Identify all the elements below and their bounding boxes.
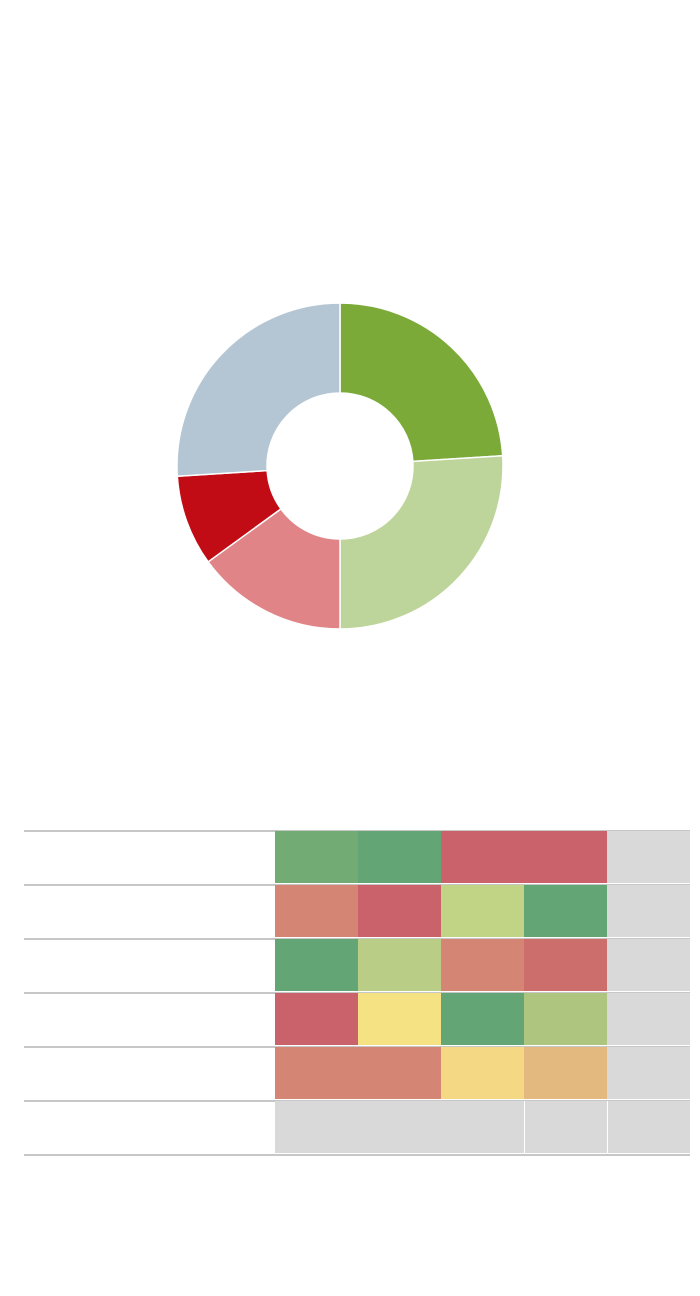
heatmap-cell — [524, 993, 607, 1045]
heatmap-cell — [524, 885, 607, 937]
heatmap-cell — [607, 993, 690, 1045]
table-row — [24, 938, 690, 992]
table-rule — [24, 1154, 690, 1156]
heatmap-cell — [275, 885, 358, 937]
table-row — [24, 992, 690, 1046]
heatmap-cell — [524, 939, 607, 991]
heatmap-cell — [441, 831, 524, 883]
row-label — [24, 938, 274, 991]
heatmap-cell — [441, 1101, 524, 1153]
heatmap-cell — [607, 1101, 690, 1153]
heatmap-cell — [441, 885, 524, 937]
heatmap-cell — [358, 885, 441, 937]
row-label — [24, 884, 274, 937]
row-label — [24, 1046, 274, 1099]
heatmap-cell — [275, 1047, 358, 1099]
heatmap-cell — [358, 831, 441, 883]
heatmap-cell — [275, 831, 358, 883]
row-label — [24, 1100, 274, 1153]
heatmap-cell — [441, 1047, 524, 1099]
heatmap-cell — [441, 939, 524, 991]
heatmap-cell — [607, 831, 690, 883]
heatmap-cell — [607, 1047, 690, 1099]
heatmap-cell — [275, 939, 358, 991]
heatmap-cell — [358, 939, 441, 991]
heatmap-cell — [358, 993, 441, 1045]
heatmap-cell — [275, 993, 358, 1045]
table-row — [24, 1100, 690, 1154]
heatmap-cell — [524, 831, 607, 883]
cell-divider — [524, 1101, 525, 1153]
cell-divider — [607, 1101, 608, 1153]
heatmap-cell — [607, 939, 690, 991]
heatmap-cell — [524, 1101, 607, 1153]
table-row — [24, 884, 690, 938]
heatmap-cell — [358, 1101, 441, 1153]
heatmap-table — [24, 830, 690, 1156]
heatmap-cell — [607, 885, 690, 937]
donut-slice-5 — [176, 302, 341, 478]
donut-slice-2 — [339, 454, 504, 630]
heatmap-cell — [358, 1047, 441, 1099]
donut-chart — [176, 302, 504, 630]
donut-slice-1 — [339, 302, 504, 463]
heatmap-cell — [275, 1101, 358, 1153]
row-label — [24, 992, 274, 1045]
heatmap-cell — [524, 1047, 607, 1099]
table-row — [24, 830, 690, 884]
row-label — [24, 830, 274, 883]
table-row — [24, 1046, 690, 1100]
heatmap-cell — [441, 993, 524, 1045]
donut-slice-3 — [207, 507, 341, 630]
